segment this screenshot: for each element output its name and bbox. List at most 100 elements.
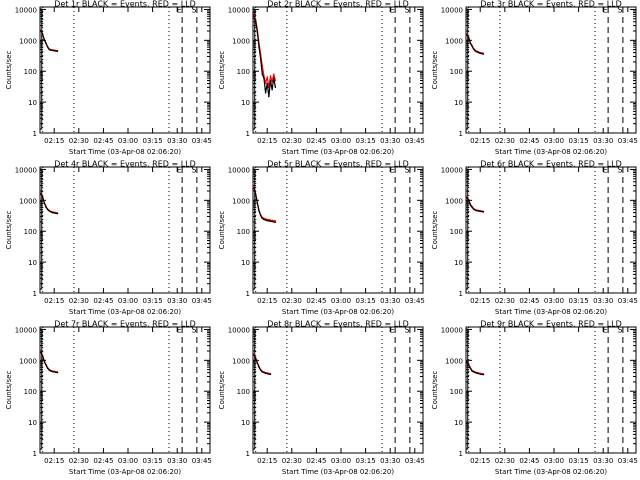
data-point-events [43,361,46,363]
data-point-events [45,364,47,366]
time-marker-label: S [404,5,409,14]
state-indicator-box [466,168,469,290]
x-tick-label: 02:30 [495,297,515,305]
data-point-events [53,371,55,373]
y-tick-label: 10 [28,259,37,267]
y-axis-label: Counts/sec [5,211,13,250]
data-point-events [482,211,485,213]
y-axis-label: Counts/sec [431,371,439,410]
data-point-events [466,34,468,36]
data-point-events [42,34,44,36]
data-point-events [471,370,473,372]
data-point-events [53,50,55,52]
y-tick-label: 1 [459,450,463,458]
x-tick-label: 03:30 [593,137,613,145]
y-tick-label: 1000 [19,357,37,365]
data-point-events [253,187,255,189]
x-tick-label: 02:15 [470,457,490,465]
y-tick-label: 1000 [19,197,37,205]
data-point-events [50,370,52,372]
x-axis-label: Start Time (03-Apr-08 02:06:20) [69,148,181,156]
x-tick-label: 03:15 [143,297,163,305]
plot-frame [465,326,637,454]
plot-frame [465,6,637,134]
chart-title: Det 7r BLACK = Events, RED = LLD [54,320,196,329]
y-tick-label: 10 [28,419,37,427]
time-marker-label: E [390,325,395,334]
time-marker-label: E [177,5,182,14]
x-tick-label: 03:45 [618,137,638,145]
state-indicator-box [253,168,256,290]
time-marker-label: E [603,165,608,174]
x-tick-label: 03:30 [593,297,613,305]
data-point-events [263,371,265,374]
data-point-events [469,42,472,45]
data-point-events [55,212,57,215]
chart-title: Det 8r BLACK = Events, RED = LLD [267,320,409,329]
data-point-lld [271,219,273,222]
y-axis-label: Counts/sec [218,51,226,90]
x-tick-label: 03:15 [143,137,163,145]
data-point-events [472,371,475,373]
y-tick-label: 10 [241,99,250,107]
data-point-events [269,220,272,222]
data-point-events [471,45,473,47]
chart-panel-5: Det 5r BLACK = Events, RED = LLD Counts/s… [218,160,425,317]
x-tick-label: 03:45 [192,297,212,305]
y-tick-label: 1000 [445,37,463,45]
chart-panel-8: Det 8r BLACK = Events, RED = LLD Counts/s… [218,320,425,477]
series-line-lld [40,351,58,373]
chart-title: Det 9r BLACK = Events, RED = LLD [480,320,622,329]
x-tick-label: 03:30 [380,457,400,465]
plot-frame [252,326,424,454]
x-tick-label: 03:30 [380,137,400,145]
data-point-events [56,371,59,374]
data-point-events [266,219,268,222]
data-point-events [255,21,257,23]
series-line-events [253,187,276,223]
x-tick-label: 03:00 [118,457,138,465]
data-point-events [268,220,270,222]
time-marker-label: E [603,325,608,334]
data-point-events [56,212,59,215]
x-tick-label: 02:30 [495,137,515,145]
y-tick-label: 10000 [441,6,463,14]
y-tick-label: 10000 [15,6,37,14]
chart-panel-9: Det 9r BLACK = Events, RED = LLD Counts/s… [431,320,638,477]
x-tick-label: 02:45 [93,457,113,465]
x-axis-label: Start Time (03-Apr-08 02:06:20) [282,148,394,156]
plot-frame [39,326,211,454]
time-marker-label: E [390,165,395,174]
y-tick-label: 1000 [232,357,250,365]
data-point-lld [268,219,270,221]
data-point-events [269,79,272,82]
state-indicator-box [40,328,43,450]
data-point-events [259,369,262,371]
data-point-lld [273,219,275,222]
chart-panel-2: Det 2r BLACK = Events, RED = LLD Counts/s… [218,0,425,156]
y-tick-label: 100 [24,68,37,76]
data-point-events [40,193,42,195]
y-axis-label: Counts/sec [5,371,13,410]
data-point-events [482,53,485,55]
y-axis-label: Counts/sec [431,51,439,90]
state-indicator-box [466,328,469,450]
y-tick-label: 1000 [232,197,250,205]
x-tick-label: 03:45 [405,457,425,465]
y-tick-label: 1000 [232,37,250,45]
chart-panel-7: Det 7r BLACK = Events, RED = LLD Counts/s… [5,320,212,477]
data-point-events [271,89,273,91]
chart-title: Det 2r BLACK = Events, RED = LLD [267,0,409,9]
x-tick-label: 03:00 [118,137,138,145]
x-tick-label: 03:45 [192,137,212,145]
x-tick-label: 03:15 [569,297,589,305]
x-axis-label: Start Time (03-Apr-08 02:06:20) [495,468,607,476]
y-tick-label: 100 [450,68,463,76]
y-tick-label: 10 [241,419,250,427]
x-tick-label: 03:00 [544,297,564,305]
data-point-events [474,209,476,211]
data-point-events [258,210,260,212]
data-point-events [261,217,263,220]
data-point-events [50,49,52,51]
